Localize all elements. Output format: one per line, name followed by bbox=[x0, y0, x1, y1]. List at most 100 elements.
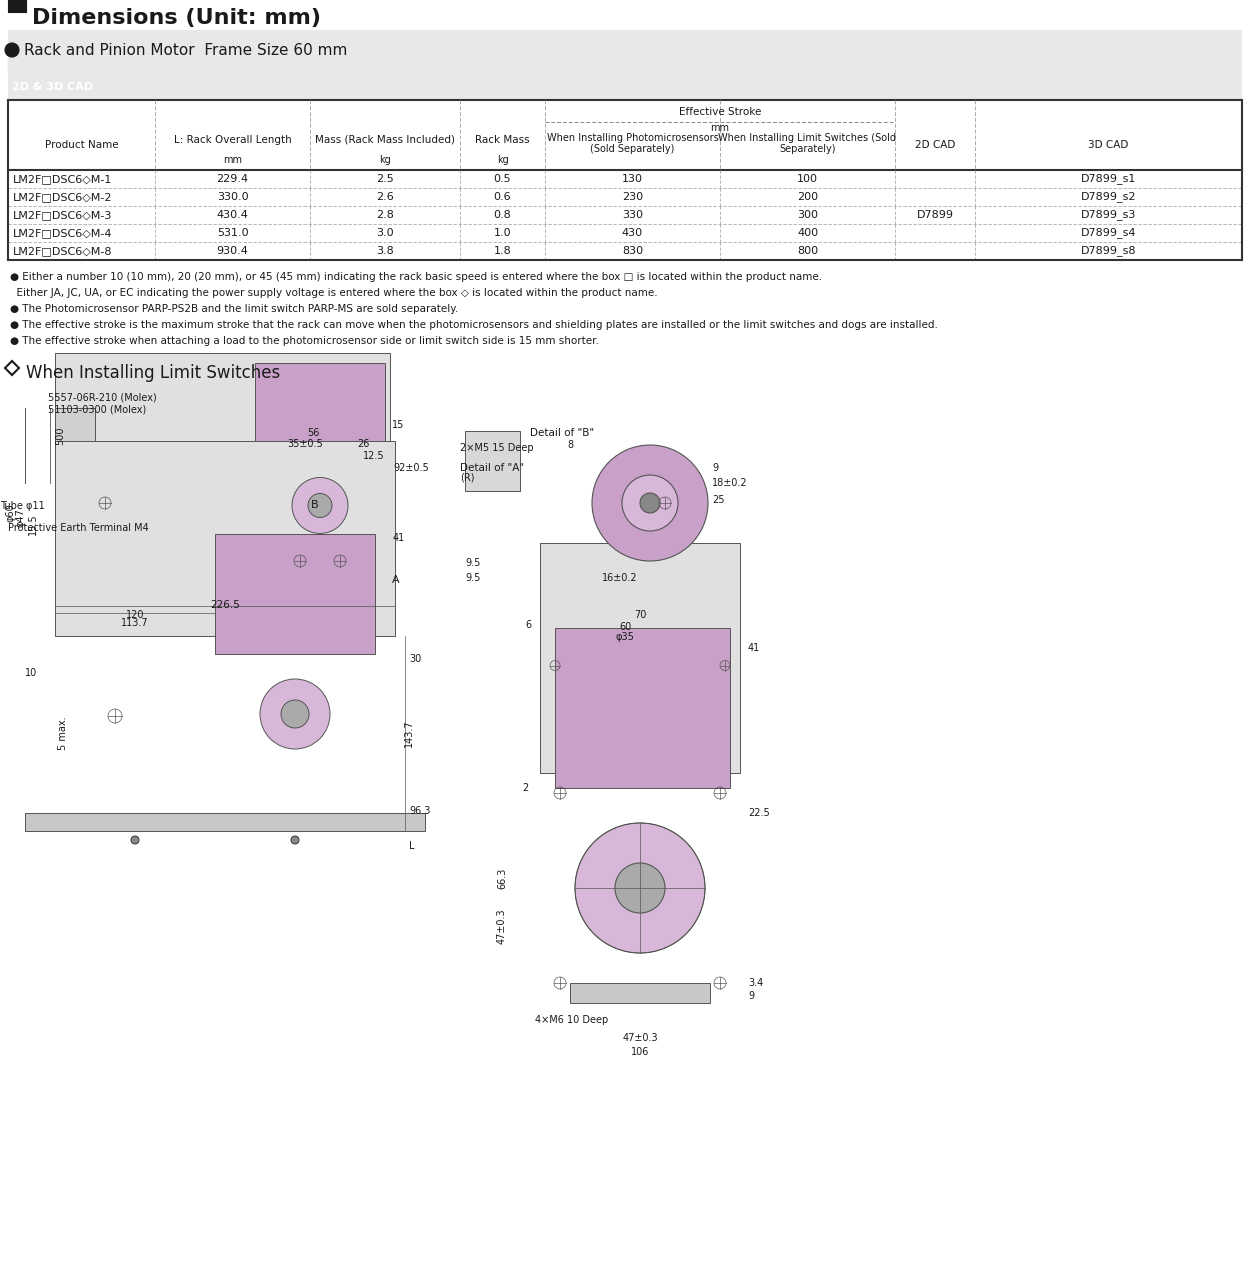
Text: φ47: φ47 bbox=[15, 508, 25, 527]
Text: 47±0.3: 47±0.3 bbox=[498, 908, 508, 943]
Text: kg: kg bbox=[496, 155, 509, 165]
Text: 70: 70 bbox=[634, 611, 646, 620]
Text: 92±0.5: 92±0.5 bbox=[392, 463, 429, 474]
Circle shape bbox=[308, 494, 332, 517]
Text: 143.7: 143.7 bbox=[404, 719, 414, 748]
Text: 26: 26 bbox=[356, 439, 369, 449]
Text: 2.5: 2.5 bbox=[376, 174, 394, 184]
Text: 9.5: 9.5 bbox=[465, 573, 480, 582]
Bar bbox=[570, 983, 710, 1004]
Text: 6: 6 bbox=[525, 620, 531, 630]
Text: D7899_s2: D7899_s2 bbox=[1081, 192, 1136, 202]
Text: 430.4: 430.4 bbox=[216, 210, 249, 220]
Text: 5 max.: 5 max. bbox=[58, 717, 68, 750]
Text: 9.5: 9.5 bbox=[465, 558, 480, 568]
Text: Detail of "B": Detail of "B" bbox=[530, 428, 594, 438]
Text: 9: 9 bbox=[748, 991, 754, 1001]
Text: 96.3: 96.3 bbox=[409, 806, 430, 817]
Text: D7899_s8: D7899_s8 bbox=[1081, 246, 1136, 256]
Text: D7899_s4: D7899_s4 bbox=[1081, 228, 1136, 238]
Text: 1.8: 1.8 bbox=[494, 246, 511, 256]
Text: D7899: D7899 bbox=[916, 210, 954, 220]
Text: 15.5: 15.5 bbox=[28, 513, 38, 535]
Text: Tube φ11: Tube φ11 bbox=[0, 500, 45, 511]
Text: A: A bbox=[392, 575, 400, 585]
Text: (R): (R) bbox=[460, 474, 475, 483]
Bar bbox=[55, 353, 390, 453]
Text: 3.4: 3.4 bbox=[748, 978, 764, 988]
Text: 800: 800 bbox=[798, 246, 818, 256]
Text: 3D CAD: 3D CAD bbox=[1089, 140, 1129, 150]
Bar bbox=[255, 364, 385, 458]
Text: 5557-06R-210 (Molex): 5557-06R-210 (Molex) bbox=[48, 393, 156, 403]
Text: LM2F□DSC6◇M-2: LM2F□DSC6◇M-2 bbox=[12, 192, 112, 202]
Text: 25: 25 bbox=[712, 495, 725, 506]
Bar bbox=[8, 58, 98, 76]
Text: Rack and Pinion Motor  Frame Size 60 mm: Rack and Pinion Motor Frame Size 60 mm bbox=[24, 44, 348, 58]
Text: 106: 106 bbox=[631, 1047, 649, 1057]
Text: 500: 500 bbox=[55, 426, 65, 445]
Text: ● The effective stroke when attaching a load to the photomicrosensor side or lim: ● The effective stroke when attaching a … bbox=[10, 335, 599, 346]
Text: 0.5: 0.5 bbox=[494, 174, 511, 184]
Text: 830: 830 bbox=[622, 246, 642, 256]
Text: 400: 400 bbox=[798, 228, 818, 238]
Bar bbox=[540, 543, 740, 773]
Bar bbox=[55, 535, 390, 553]
Circle shape bbox=[615, 863, 665, 913]
Circle shape bbox=[291, 836, 299, 844]
Text: L: L bbox=[409, 841, 415, 851]
Circle shape bbox=[292, 477, 348, 534]
Circle shape bbox=[640, 493, 660, 513]
Text: When Installing Photomicrosensors: When Installing Photomicrosensors bbox=[546, 133, 719, 143]
Text: D7899_s3: D7899_s3 bbox=[1081, 210, 1136, 220]
Text: 229.4: 229.4 bbox=[216, 174, 249, 184]
Text: 2D & 3D CAD: 2D & 3D CAD bbox=[12, 82, 94, 92]
Text: 8: 8 bbox=[568, 440, 572, 451]
Text: LM2F□DSC6◇M-4: LM2F□DSC6◇M-4 bbox=[12, 228, 112, 238]
Bar bbox=[540, 553, 740, 628]
Text: 230: 230 bbox=[622, 192, 642, 202]
Text: 12.5: 12.5 bbox=[364, 451, 385, 461]
Bar bbox=[465, 431, 520, 492]
Circle shape bbox=[5, 44, 19, 58]
Text: ● The Photomicrosensor PARP-PS2B and the limit switch PARP-MS are sold separatel: ● The Photomicrosensor PARP-PS2B and the… bbox=[10, 303, 459, 314]
Text: Dimensions (Unit: mm): Dimensions (Unit: mm) bbox=[32, 8, 321, 28]
Text: Detail of "A": Detail of "A" bbox=[460, 463, 524, 474]
Bar bbox=[55, 408, 95, 468]
Text: 41: 41 bbox=[748, 643, 760, 653]
Text: 1.0: 1.0 bbox=[494, 228, 511, 238]
Text: Rack Mass: Rack Mass bbox=[475, 134, 530, 145]
Text: mm: mm bbox=[222, 155, 243, 165]
Text: D7899_s1: D7899_s1 bbox=[1081, 174, 1136, 184]
Text: LM2F□DSC6◇M-8: LM2F□DSC6◇M-8 bbox=[12, 246, 112, 256]
Text: 60: 60 bbox=[619, 622, 631, 632]
Text: 226.5: 226.5 bbox=[210, 600, 240, 611]
Text: Product Name: Product Name bbox=[45, 140, 119, 150]
Text: 2.6: 2.6 bbox=[376, 192, 394, 202]
Text: 100: 100 bbox=[798, 174, 818, 184]
Text: 2×M5 15 Deep: 2×M5 15 Deep bbox=[460, 443, 534, 453]
Circle shape bbox=[281, 700, 309, 728]
Text: 2.8: 2.8 bbox=[376, 210, 394, 220]
Text: ● The effective stroke is the maximum stroke that the rack can move when the pho: ● The effective stroke is the maximum st… bbox=[10, 320, 938, 330]
Text: 330.0: 330.0 bbox=[216, 192, 249, 202]
Text: 30: 30 bbox=[409, 654, 421, 664]
Text: φ60: φ60 bbox=[5, 503, 15, 522]
Text: 66.3: 66.3 bbox=[498, 868, 508, 890]
Circle shape bbox=[592, 445, 708, 561]
Text: LM2F□DSC6◇M-1: LM2F□DSC6◇M-1 bbox=[12, 174, 112, 184]
Text: When Installing Limit Switches: When Installing Limit Switches bbox=[26, 364, 280, 381]
Circle shape bbox=[575, 823, 705, 954]
Text: ● Either a number 10 (10 mm), 20 (20 mm), or 45 (45 mm) indicating the rack basi: ● Either a number 10 (10 mm), 20 (20 mm)… bbox=[10, 271, 822, 282]
Text: 51103-0300 (Molex): 51103-0300 (Molex) bbox=[48, 404, 146, 413]
Text: 2: 2 bbox=[522, 783, 529, 794]
Text: 4×M6 10 Deep: 4×M6 10 Deep bbox=[535, 1015, 609, 1025]
Text: φ35: φ35 bbox=[615, 632, 635, 643]
Text: 531.0: 531.0 bbox=[216, 228, 249, 238]
Circle shape bbox=[260, 678, 330, 749]
Text: 300: 300 bbox=[798, 210, 818, 220]
Text: 47±0.3: 47±0.3 bbox=[622, 1033, 658, 1043]
Text: 56: 56 bbox=[306, 428, 319, 438]
Text: 3.8: 3.8 bbox=[376, 246, 394, 256]
Text: 10: 10 bbox=[25, 668, 38, 678]
